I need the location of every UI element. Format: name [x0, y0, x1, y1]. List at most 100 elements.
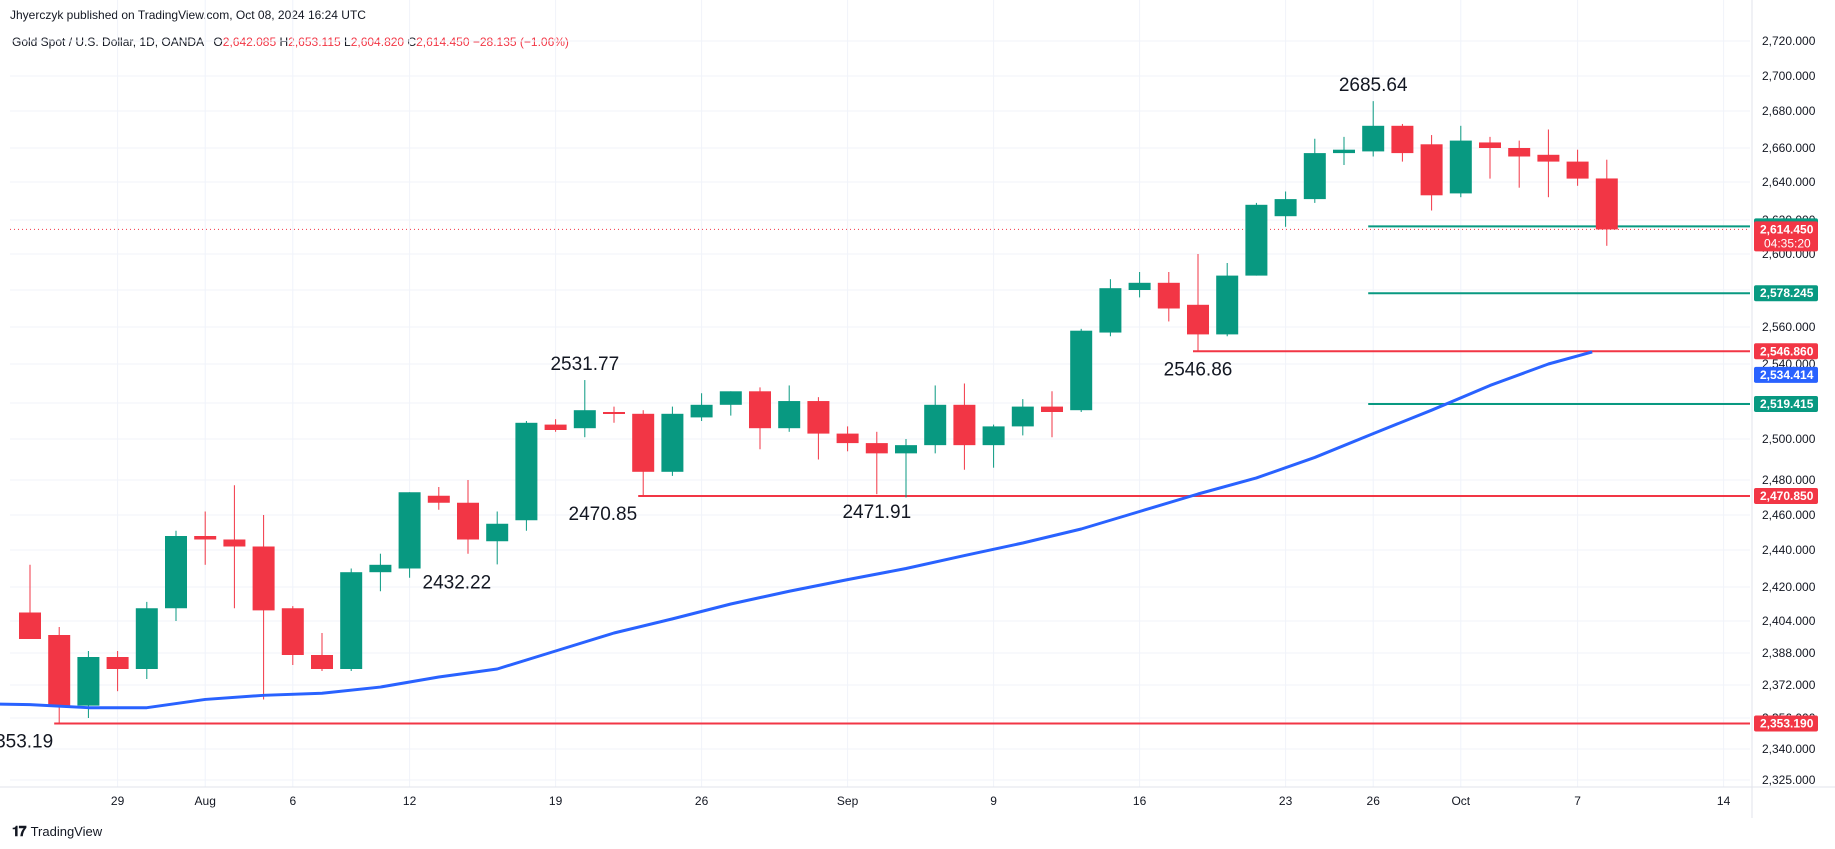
- close-value: 2,614.450: [416, 35, 470, 49]
- price-tick-label: 2,420.000: [1762, 580, 1816, 594]
- price-annotation: 2353.19: [0, 731, 53, 752]
- low-value: 2,604.820: [350, 35, 405, 49]
- time-tick-label: 26: [695, 794, 709, 808]
- level-tag-bg: [1754, 343, 1818, 360]
- candle-body: [19, 612, 41, 639]
- candle-body: [106, 657, 129, 669]
- time-axis[interactable]: 29 Aug 6 12 19 26 Sep 9 16 23 26 Oct 7 14: [111, 794, 1731, 808]
- time-tick-label: 29: [111, 794, 125, 808]
- footer-brand[interactable]: 𝟏𝟕 TradingView: [12, 823, 102, 840]
- ma-line: [0, 350, 1593, 710]
- price-tick-label: 2,388.000: [1762, 646, 1816, 660]
- price-annotation: 2432.22: [423, 572, 492, 593]
- candle-body: [1216, 275, 1239, 335]
- candle-body: [982, 426, 1005, 446]
- candle-body: [661, 413, 684, 472]
- candle-body: [1333, 149, 1355, 154]
- candle-body: [1508, 148, 1531, 157]
- price-tick-label: 2,372.000: [1762, 678, 1816, 692]
- price-tick-label: 2,480.000: [1762, 473, 1816, 487]
- price-tick-label: 2,500.000: [1762, 432, 1816, 446]
- price-tick-label: 2,700.000: [1762, 69, 1816, 83]
- price-tick-label: 2,560.000: [1762, 320, 1816, 334]
- price-annotation: 2531.77: [550, 354, 619, 375]
- brand-name: TradingView: [30, 824, 103, 839]
- high-label: H: [279, 35, 289, 49]
- level-tag-bg: [1754, 285, 1818, 302]
- candle-body: [165, 536, 187, 609]
- candle-body: [311, 655, 333, 669]
- level-tag-bg: [1754, 396, 1818, 413]
- current-price-tag-bg: [1754, 221, 1818, 252]
- countdown-tag: 04:35:20: [1764, 236, 1811, 250]
- price-tick-label: 2,440.000: [1762, 543, 1816, 557]
- time-tick-label: 16: [1133, 794, 1147, 808]
- candle-body: [1274, 199, 1297, 217]
- price-tick-label: 2,460.000: [1762, 508, 1816, 522]
- publish-credit: Jhyerczyk published on TradingView.com, …: [10, 8, 366, 22]
- price-annotation: 2685.64: [1339, 75, 1408, 96]
- price-tags: 2,616.2502,578.2452,546.8602,519.4152,47…: [1754, 218, 1818, 732]
- candle-body: [836, 433, 859, 444]
- candle-body: [1479, 142, 1501, 148]
- candle-body: [1187, 304, 1209, 335]
- candle-body: [1420, 144, 1443, 196]
- price-annotation: 2471.91: [842, 502, 911, 523]
- candle-body: [924, 404, 947, 446]
- candle-body: [281, 608, 304, 655]
- symbol-title: Gold Spot / U.S. Dollar, 1D, OANDA: [12, 35, 205, 49]
- candle-body: [457, 502, 479, 540]
- level-tag: 2,546.860: [1760, 344, 1814, 358]
- level-tag: 2,519.415: [1760, 397, 1814, 411]
- candle-body: [1449, 140, 1472, 194]
- horizontal-levels: [10, 225, 1750, 725]
- candle-body: [252, 546, 275, 611]
- candle-body: [427, 495, 450, 503]
- candle-body: [398, 492, 421, 569]
- price-annotations: 2685.64 2531.77 2470.85 2471.91 2432.22 2546.…: [0, 75, 1408, 752]
- time-tick-label: 7: [1574, 794, 1581, 808]
- candle-body: [369, 564, 392, 573]
- price-tick-label: 2,640.000: [1762, 175, 1816, 189]
- candle-body: [1566, 161, 1589, 179]
- candle-body: [1245, 204, 1268, 276]
- candle-body: [690, 404, 713, 418]
- time-tick-label: 12: [403, 794, 417, 808]
- candle-body: [1070, 330, 1093, 411]
- candle-body: [778, 401, 801, 429]
- time-tick-label: 14: [1717, 794, 1731, 808]
- candle-body: [1362, 125, 1385, 152]
- candle-body: [1128, 282, 1151, 290]
- time-tick-label: Sep: [837, 794, 859, 808]
- candle-body: [1157, 282, 1180, 309]
- candle-body: [1391, 125, 1414, 154]
- candle-body: [1595, 178, 1618, 230]
- price-annotation: 2546.86: [1164, 359, 1233, 380]
- candle-body: [573, 410, 596, 429]
- candle-body: [486, 523, 509, 542]
- candle-body: [1303, 153, 1326, 200]
- candle-body: [719, 391, 742, 405]
- time-tick-label: 9: [990, 794, 997, 808]
- change-value: −28.135 (−1.06%): [472, 35, 569, 49]
- candle-body: [544, 424, 567, 430]
- candle-body: [135, 608, 158, 669]
- candle-body: [632, 413, 655, 472]
- ma-tag: 2,534.414: [1760, 368, 1814, 382]
- candle-body: [865, 443, 888, 454]
- price-annotation: 2470.85: [569, 504, 638, 525]
- price-tick-label: 2,340.000: [1762, 742, 1816, 756]
- open-value: 2,642.085: [222, 35, 277, 49]
- level-tag: 2,353.190: [1760, 716, 1814, 730]
- candle-body: [1011, 406, 1034, 427]
- time-tick-label: 6: [289, 794, 296, 808]
- price-tick-label: 2,404.000: [1762, 614, 1816, 628]
- level-tag-bg: [1754, 488, 1818, 505]
- candle-body: [1041, 406, 1063, 412]
- candles: [19, 101, 1618, 724]
- time-tick-label: Oct: [1451, 794, 1470, 808]
- level-tag: 2,578.245: [1760, 286, 1814, 300]
- moving-average: [0, 350, 1593, 710]
- close-label: C: [407, 35, 417, 49]
